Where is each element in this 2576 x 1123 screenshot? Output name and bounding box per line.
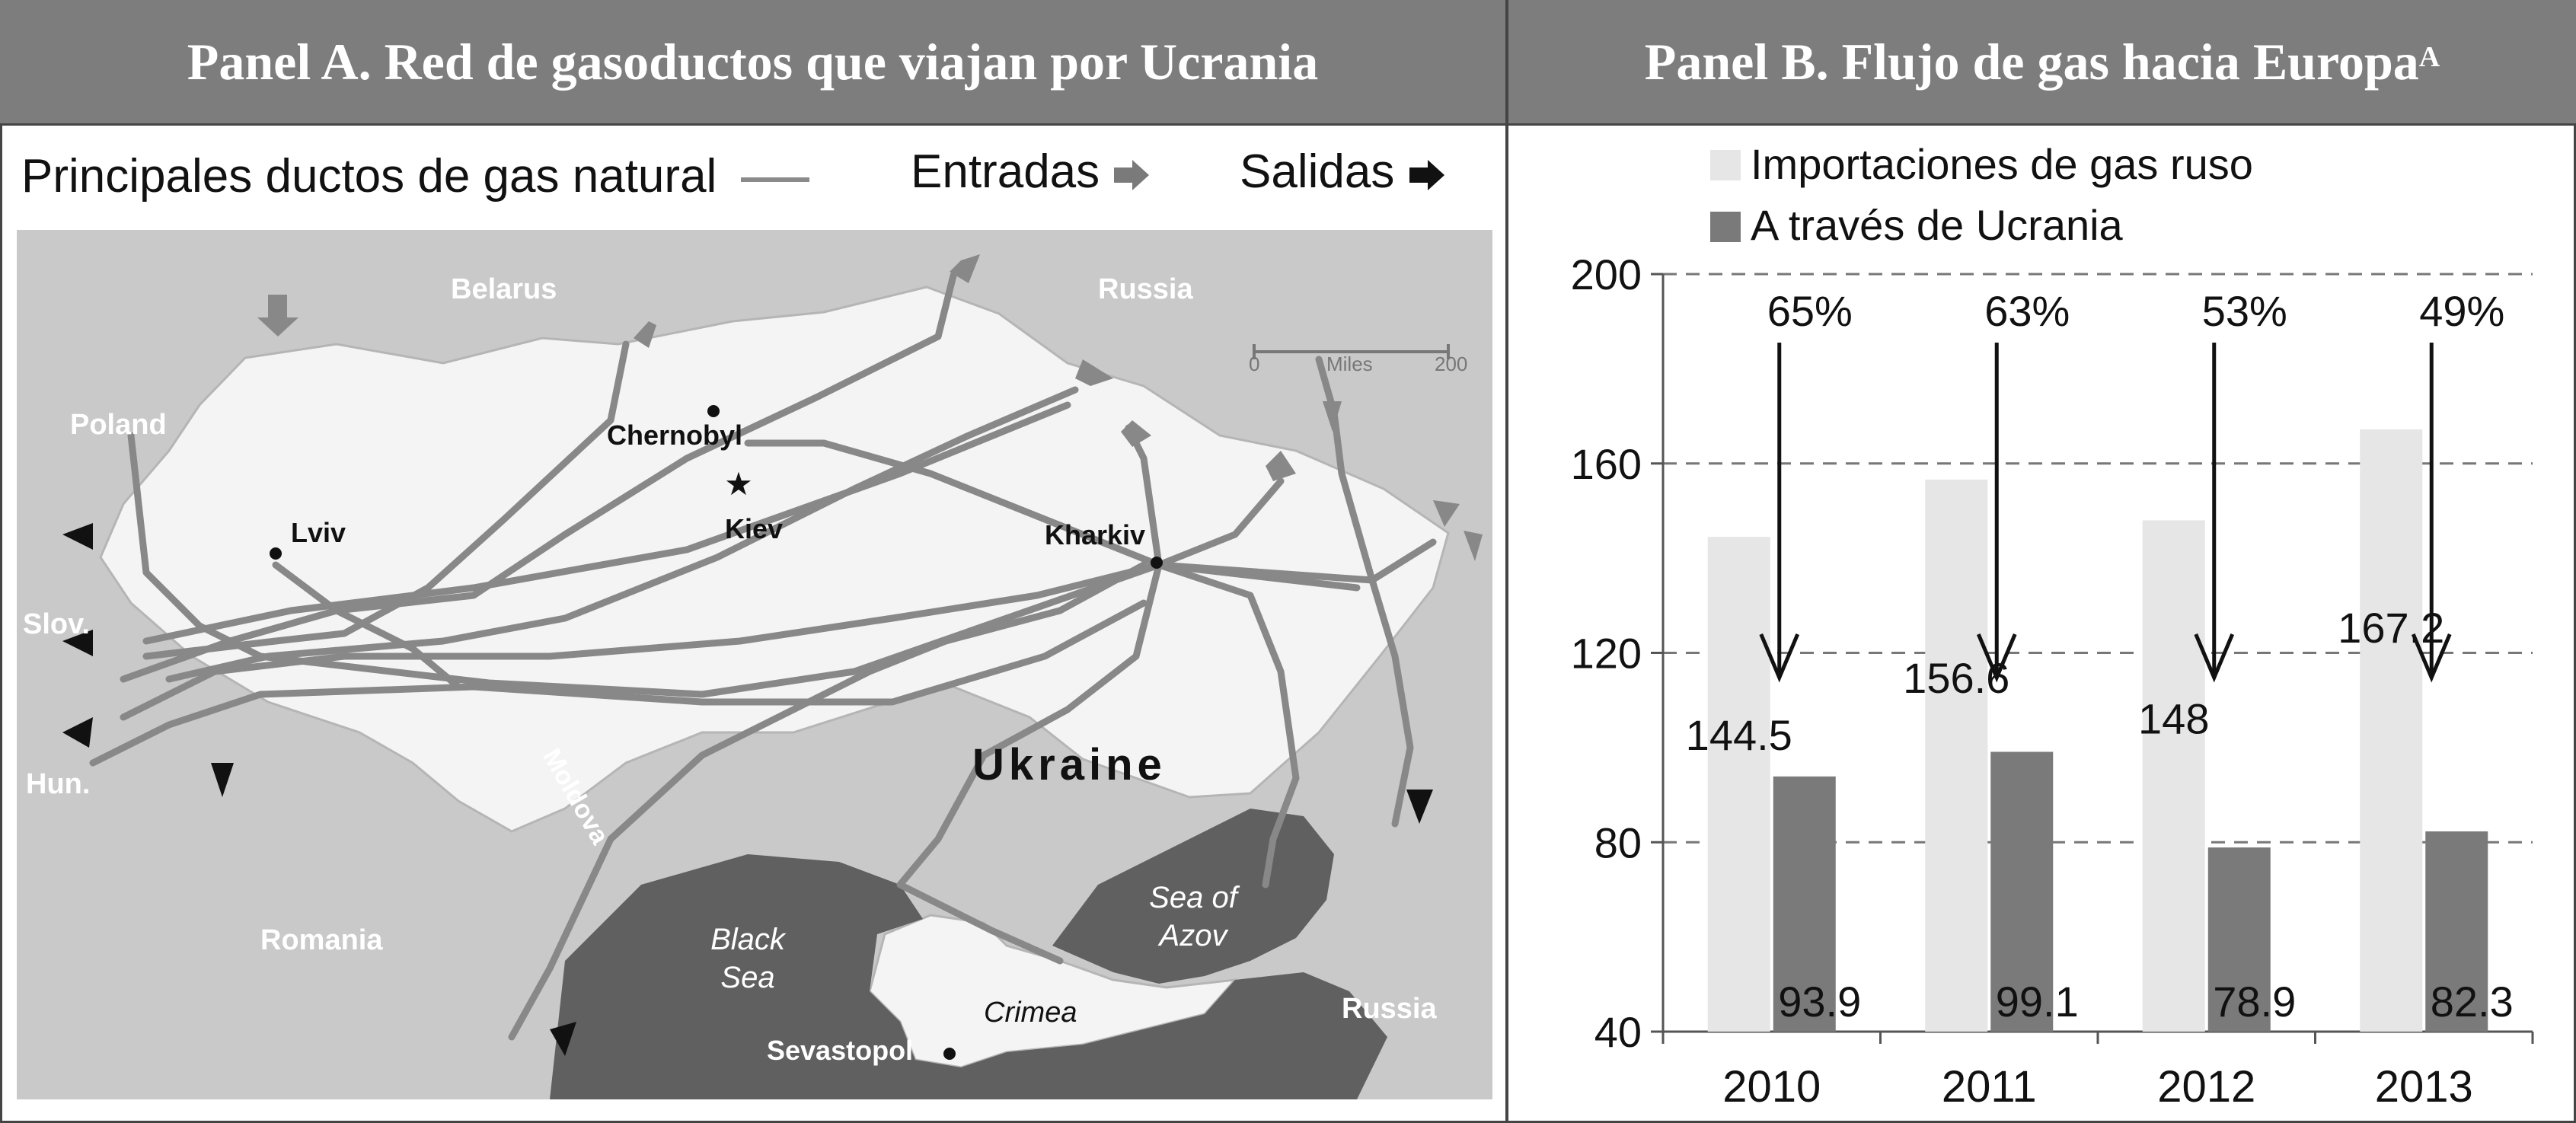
label-kharkiv: Kharkiv <box>1045 519 1145 550</box>
label-sea-of-azov: Sea of <box>1149 881 1240 914</box>
label-ukraine: Ukraine <box>972 740 1167 790</box>
label-russia-north: Russia <box>1098 273 1193 305</box>
share-arrow-head-icon <box>2411 633 2452 683</box>
water-labels: Black Sea Sea of Azov <box>710 881 1240 994</box>
label-kiev: Kiev <box>725 513 783 544</box>
x-tick-label-2010: 2010 <box>1722 1062 1821 1112</box>
bar-ukraine-2013 <box>2425 831 2488 1032</box>
panel-b-title-superscript: A <box>2418 41 2440 73</box>
legend-label-imports: Importaciones de gas ruso <box>1751 140 2253 188</box>
x-tick-label-2013: 2013 <box>2375 1062 2473 1112</box>
pipelines-legend: Principales ductos de gas natural <box>21 149 809 203</box>
city-markers <box>270 405 1163 1060</box>
entry-arrows <box>257 254 1483 561</box>
share-annotation-2011: 63% <box>1984 287 2070 335</box>
panel-a-title: Panel A. Red de gasoductos que viajan po… <box>0 0 1505 123</box>
pipelines-legend-label: Principales ductos de gas natural <box>21 150 717 203</box>
value-label-imports-2012: 148 <box>2138 694 2209 742</box>
share-arrow-head-icon <box>1976 633 2017 683</box>
bar-imports-2010 <box>1707 537 1770 1032</box>
label-chernobyl: Chernobyl <box>607 420 742 451</box>
value-label-imports-2013: 167.2 <box>2338 604 2444 652</box>
bar-imports-2013 <box>2360 429 2423 1032</box>
bar-ukraine-2010 <box>1773 776 1836 1032</box>
value-label-ukraine-2011: 99.1 <box>1996 978 2079 1026</box>
entry-arrow-icon <box>1114 159 1150 190</box>
bar-ukraine-2011 <box>1990 751 2054 1032</box>
panel-b-title: Panel B. Flujo de gas hacia Europa A <box>1508 0 2576 123</box>
label-black-sea: Black <box>710 923 787 956</box>
label-sea-of-azov-2: Azov <box>1158 919 1229 952</box>
label-russia-south: Russia <box>1342 993 1437 1025</box>
exits-legend-label: Salidas <box>1240 145 1395 198</box>
panel-b-frame <box>1505 123 2576 1123</box>
label-belarus: Belarus <box>451 273 557 305</box>
kiev-star-icon: ★ <box>724 466 753 502</box>
value-label-ukraine-2010: 93.9 <box>1778 978 1861 1026</box>
pipeline-line-swatch <box>740 177 809 182</box>
legend-swatch-ukraine <box>1710 212 1741 242</box>
label-slovakia: Slov. <box>23 608 90 640</box>
exit-arrows <box>62 523 1433 1056</box>
share-annotation-2013: 49% <box>2419 287 2504 335</box>
x-tick-label-2012: 2012 <box>2157 1062 2255 1112</box>
entries-legend: Entradas <box>911 145 1151 199</box>
exit-arrow-icon <box>1409 159 1444 190</box>
y-tick-label: 160 <box>1571 440 1642 488</box>
ukraine-landmass <box>99 286 1450 833</box>
scale-label-end: 200 <box>1435 353 1467 375</box>
label-hungary: Hun. <box>26 768 90 800</box>
scale-label-start: 0 <box>1249 353 1259 375</box>
value-label-ukraine-2012: 78.9 <box>2213 978 2296 1026</box>
label-black-sea-2: Sea <box>720 961 774 994</box>
value-label-ukraine-2013: 82.3 <box>2431 978 2514 1026</box>
bar-ukraine-2012 <box>2207 847 2271 1032</box>
share-annotation-2012: 53% <box>2202 287 2287 335</box>
bar-imports-2011 <box>1925 479 1988 1032</box>
entries-legend-label: Entradas <box>911 145 1100 198</box>
exits-legend: Salidas <box>1240 145 1446 199</box>
y-tick-label: 80 <box>1594 818 1642 866</box>
sea-of-azov-water <box>1052 809 1334 984</box>
label-romania: Romania <box>260 924 383 956</box>
label-crimea: Crimea <box>984 997 1077 1029</box>
legend-swatch-imports <box>1710 150 1741 180</box>
legend-label-ukraine: A través de Ucrania <box>1751 201 2124 249</box>
label-sevastopol: Sevastopol <box>767 1035 913 1066</box>
map-labels: Belarus Russia Poland Slov. Hun. Moldova… <box>23 273 1437 1066</box>
share-arrow-head-icon <box>1759 633 1800 683</box>
bar-imports-2012 <box>2142 520 2205 1032</box>
pipelines <box>89 272 1437 1041</box>
ukraine-pipeline-map: 0 Miles 200 ★ Belarus Russia Poland Slov… <box>17 230 1492 1099</box>
y-tick-label: 40 <box>1594 1008 1642 1056</box>
y-tick-label: 200 <box>1571 250 1642 298</box>
value-label-imports-2011: 156.6 <box>1903 654 2009 702</box>
share-arrow-head-icon <box>2194 633 2235 683</box>
black-sea-water <box>550 854 1387 1099</box>
label-lviv: Lviv <box>291 517 346 548</box>
x-tick-label-2011: 2011 <box>1942 1062 2037 1112</box>
map-scale: 0 Miles 200 <box>1249 344 1467 375</box>
gas-flow-chart: Importaciones de gas ruso A través de Uc… <box>1571 140 2534 1112</box>
scale-label-mid: Miles <box>1326 353 1373 375</box>
share-annotation-2010: 65% <box>1767 287 1853 335</box>
value-label-imports-2010: 144.5 <box>1686 711 1792 759</box>
y-tick-label: 120 <box>1571 630 1642 678</box>
label-poland: Poland <box>70 409 167 441</box>
